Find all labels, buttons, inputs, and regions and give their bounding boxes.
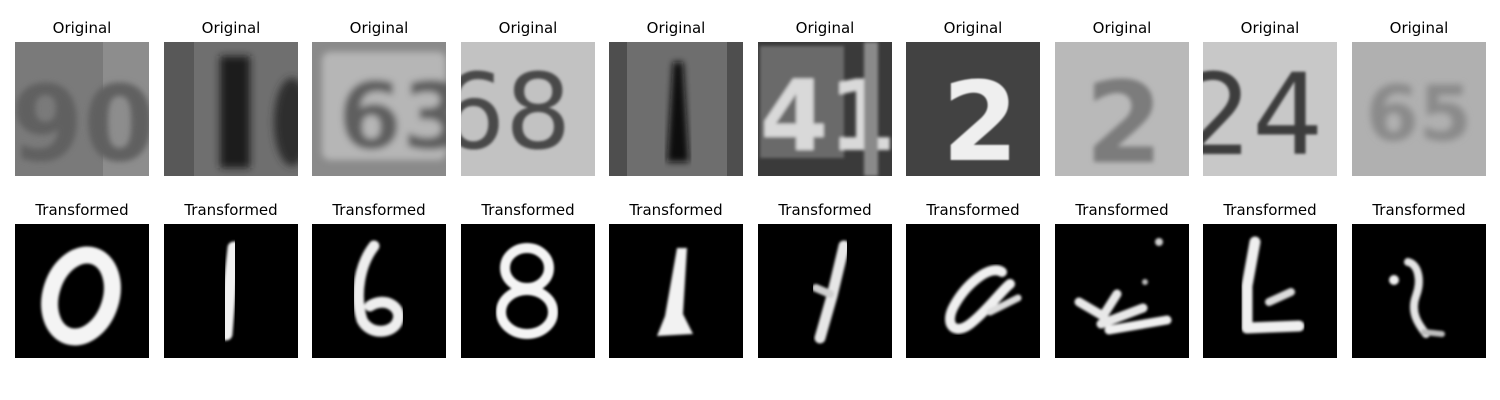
svg-text:68: 68 <box>461 51 571 173</box>
panel-title: Original <box>795 19 855 37</box>
original-image-8: 2 <box>1055 42 1189 176</box>
transformed-image-1 <box>15 224 149 358</box>
original-image-1: 90 <box>15 42 149 176</box>
transformed-image-8 <box>1055 224 1189 358</box>
panel-title: Original <box>498 19 558 37</box>
transformed-image-3 <box>312 224 446 358</box>
panel-title: Original <box>1389 19 1449 37</box>
panel-title: Transformed <box>926 201 1020 219</box>
svg-text:2: 2 <box>942 58 1019 176</box>
svg-text:90: 90 <box>15 63 149 176</box>
original-image-5 <box>609 42 743 176</box>
panel-title: Original <box>201 19 261 37</box>
panel-title: Transformed <box>1075 201 1169 219</box>
transformed-image-4 <box>461 224 595 358</box>
panel-title: Transformed <box>481 201 575 219</box>
transformed-image-9 <box>1203 224 1337 358</box>
panel-title: Original <box>349 19 409 37</box>
svg-text:24: 24 <box>1203 51 1324 176</box>
transformed-image-5 <box>609 224 743 358</box>
svg-text:2: 2 <box>1085 59 1163 176</box>
panel-title: Transformed <box>332 201 426 219</box>
svg-text:65: 65 <box>1366 69 1472 158</box>
original-image-4: 68 <box>461 42 595 176</box>
panel-title: Original <box>943 19 1003 37</box>
transformed-image-6 <box>758 224 892 358</box>
panel-title: Original <box>1240 19 1300 37</box>
original-image-6: 41 <box>758 42 892 176</box>
panel-title: Transformed <box>629 201 723 219</box>
svg-text:63: 63 <box>338 63 446 170</box>
panel-title: Original <box>1092 19 1152 37</box>
original-image-2 <box>164 42 298 176</box>
original-image-7: 2 <box>906 42 1040 176</box>
panel-title: Transformed <box>1372 201 1466 219</box>
original-image-9: 24 <box>1203 42 1337 176</box>
original-image-10: 65 <box>1352 42 1486 176</box>
panel-title: Transformed <box>1223 201 1317 219</box>
panel-title: Transformed <box>778 201 872 219</box>
panel-title: Original <box>52 19 112 37</box>
original-image-3: 63 <box>312 42 446 176</box>
transformed-image-7 <box>906 224 1040 358</box>
panel-title: Transformed <box>35 201 129 219</box>
transformed-image-10 <box>1352 224 1486 358</box>
transformed-image-2 <box>164 224 298 358</box>
panel-title: Transformed <box>184 201 278 219</box>
panel-title: Original <box>646 19 706 37</box>
